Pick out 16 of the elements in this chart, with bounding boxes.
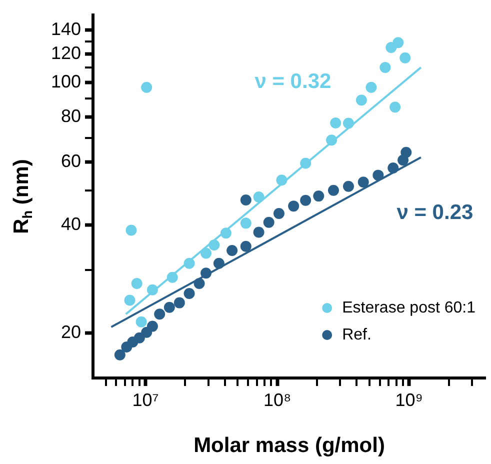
- y-tick-label: 140: [50, 18, 81, 39]
- y-tick-label: 100: [50, 71, 81, 92]
- x-tick-label: 10⁹: [395, 390, 423, 410]
- x-tick-label: 10⁸: [263, 390, 292, 410]
- legend-label: Ref.: [342, 326, 372, 344]
- x-axis-title: Molar mass (g/mol): [194, 434, 385, 457]
- y-tick-label: 60: [60, 150, 81, 171]
- annotation: ν = 0.32: [254, 70, 332, 94]
- y-axis-title: Rh (nm): [10, 159, 36, 234]
- y-tick-label: 120: [50, 42, 81, 63]
- y-tick-label: 20: [60, 322, 81, 342]
- legend-label: Esterase post 60:1: [342, 299, 476, 316]
- y-tick-label: 40: [60, 214, 81, 234]
- annotation: ν = 0.23: [396, 201, 474, 224]
- x-tick-label: 10⁷: [132, 390, 159, 410]
- y-tick-label: 80: [60, 106, 81, 126]
